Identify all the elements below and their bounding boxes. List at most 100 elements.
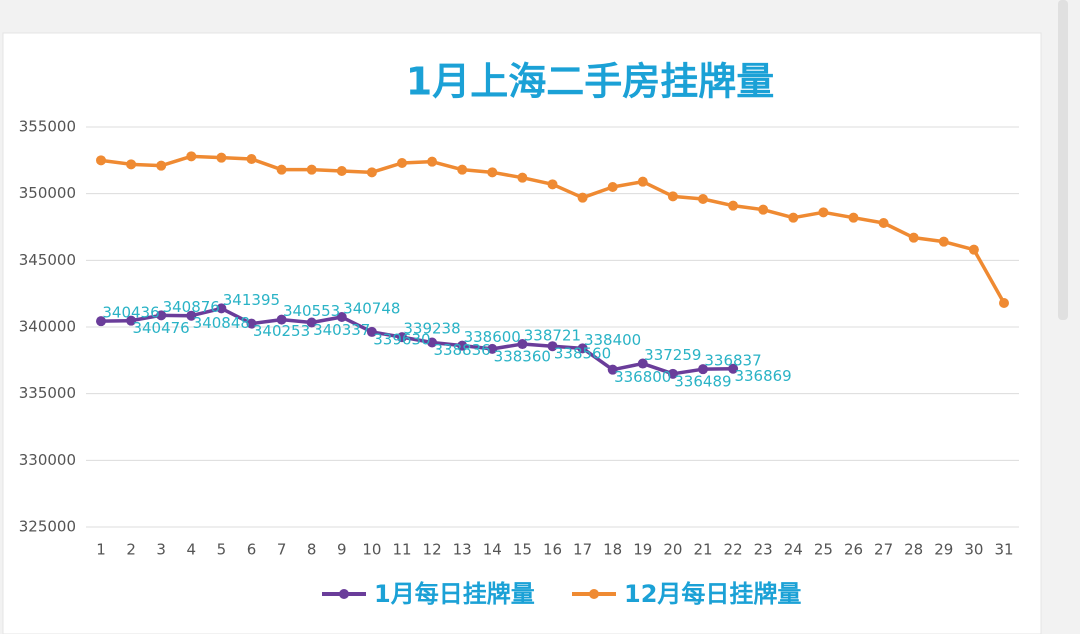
x-tick-label: 15 bbox=[513, 541, 532, 559]
x-tick-label: 3 bbox=[156, 541, 166, 559]
x-tick-label: 20 bbox=[663, 541, 682, 559]
x-tick-label: 13 bbox=[453, 541, 472, 559]
data-point bbox=[397, 158, 407, 168]
data-label: 338836 bbox=[433, 341, 490, 359]
data-point bbox=[637, 358, 648, 369]
data-label: 340436 bbox=[102, 304, 159, 322]
data-point bbox=[126, 159, 137, 170]
data-point bbox=[607, 364, 618, 375]
x-tick-label: 27 bbox=[874, 541, 893, 559]
scrollbar bbox=[1058, 0, 1068, 320]
legend-label: 1月每日挂牌量 bbox=[374, 580, 535, 608]
data-point bbox=[186, 310, 197, 321]
x-tick-label: 30 bbox=[964, 541, 983, 559]
data-point bbox=[908, 232, 919, 243]
legend-label: 12月每日挂牌量 bbox=[624, 580, 801, 608]
x-tick-label: 10 bbox=[362, 541, 381, 559]
data-point bbox=[818, 207, 829, 218]
data-label: 336869 bbox=[734, 367, 791, 385]
data-point bbox=[126, 315, 137, 326]
data-label: 339630 bbox=[373, 330, 430, 348]
data-label: 340848 bbox=[193, 314, 250, 332]
x-tick-label: 24 bbox=[784, 541, 803, 559]
y-tick-label: 335000 bbox=[19, 384, 76, 402]
data-point bbox=[878, 218, 889, 228]
x-tick-label: 9 bbox=[337, 541, 347, 559]
legend-marker bbox=[339, 589, 349, 599]
data-label: 340253 bbox=[253, 322, 310, 340]
data-point bbox=[698, 364, 708, 375]
data-point bbox=[216, 152, 227, 163]
data-point bbox=[517, 172, 528, 183]
data-point bbox=[457, 164, 468, 175]
data-point bbox=[728, 200, 739, 211]
x-tick-label: 4 bbox=[187, 541, 197, 559]
x-tick-label: 23 bbox=[754, 541, 773, 559]
data-point bbox=[276, 314, 287, 325]
data-point bbox=[336, 312, 347, 323]
data-label: 340748 bbox=[343, 300, 400, 318]
data-label: 336489 bbox=[674, 372, 731, 390]
data-point bbox=[306, 164, 317, 175]
data-point bbox=[698, 194, 708, 204]
data-point bbox=[999, 298, 1009, 308]
data-point bbox=[276, 164, 287, 175]
x-tick-label: 8 bbox=[307, 541, 317, 559]
data-label: 340553 bbox=[283, 302, 340, 320]
data-point bbox=[788, 212, 799, 223]
data-label: 341395 bbox=[223, 291, 280, 309]
y-tick-label: 330000 bbox=[19, 451, 76, 469]
data-point bbox=[96, 155, 106, 166]
y-tick-label: 350000 bbox=[19, 184, 76, 202]
x-tick-label: 11 bbox=[392, 541, 411, 559]
data-label: 337259 bbox=[644, 346, 701, 364]
series-line bbox=[100, 306, 734, 376]
data-point bbox=[156, 160, 167, 171]
data-point bbox=[517, 339, 528, 350]
data-point bbox=[938, 236, 949, 247]
data-point bbox=[216, 303, 227, 314]
x-tick-label: 19 bbox=[633, 541, 652, 559]
data-label: 336837 bbox=[704, 352, 761, 370]
x-tick-label: 31 bbox=[994, 541, 1013, 559]
data-label: 338721 bbox=[524, 327, 581, 345]
data-point bbox=[427, 337, 438, 348]
data-label: 340337 bbox=[313, 321, 370, 339]
data-point bbox=[758, 204, 769, 215]
y-tick-label: 340000 bbox=[19, 318, 76, 336]
x-tick-label: 22 bbox=[724, 541, 743, 559]
data-label: 340476 bbox=[132, 319, 189, 337]
x-tick-label: 1 bbox=[96, 541, 106, 559]
data-label: 338360 bbox=[494, 347, 551, 365]
chart-title: 1月上海二手房挂牌量 bbox=[406, 60, 774, 104]
data-point bbox=[577, 343, 588, 354]
data-label: 340876 bbox=[163, 298, 220, 316]
data-point bbox=[366, 326, 377, 337]
data-label: 338400 bbox=[584, 331, 641, 349]
data-label: 338600 bbox=[464, 328, 521, 346]
x-tick-label: 28 bbox=[904, 541, 923, 559]
data-point bbox=[547, 341, 558, 352]
data-point bbox=[667, 368, 678, 379]
x-tick-label: 26 bbox=[844, 541, 863, 559]
data-point bbox=[96, 316, 106, 327]
x-tick-label: 17 bbox=[573, 541, 592, 559]
data-point bbox=[547, 179, 558, 190]
data-point bbox=[397, 332, 407, 343]
data-point bbox=[186, 151, 197, 162]
y-tick-label: 355000 bbox=[19, 118, 76, 136]
card bbox=[2, 32, 1042, 634]
x-tick-label: 7 bbox=[277, 541, 287, 559]
legend-marker bbox=[589, 589, 599, 599]
data-point bbox=[607, 182, 618, 192]
data-point bbox=[366, 167, 377, 178]
data-point bbox=[246, 154, 257, 164]
x-tick-label: 6 bbox=[247, 541, 257, 559]
data-point bbox=[487, 343, 498, 354]
data-point bbox=[306, 317, 317, 328]
data-point bbox=[728, 363, 739, 374]
x-tick-label: 29 bbox=[934, 541, 953, 559]
data-point bbox=[246, 318, 257, 329]
data-point bbox=[156, 310, 167, 321]
